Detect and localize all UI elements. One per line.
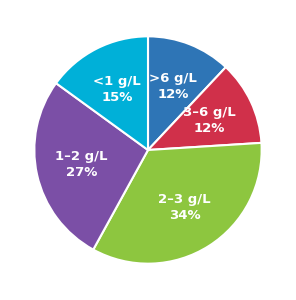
Text: >6 g/L
12%: >6 g/L 12% xyxy=(149,72,197,101)
Text: 2–3 g/L
34%: 2–3 g/L 34% xyxy=(158,193,211,222)
Text: <1 g/L
15%: <1 g/L 15% xyxy=(93,75,141,104)
Wedge shape xyxy=(56,36,148,150)
Text: 3–6 g/L
12%: 3–6 g/L 12% xyxy=(183,106,236,136)
Wedge shape xyxy=(34,83,148,250)
Wedge shape xyxy=(93,143,262,264)
Text: 1–2 g/L
27%: 1–2 g/L 27% xyxy=(55,150,108,179)
Wedge shape xyxy=(148,36,226,150)
Wedge shape xyxy=(148,67,261,150)
